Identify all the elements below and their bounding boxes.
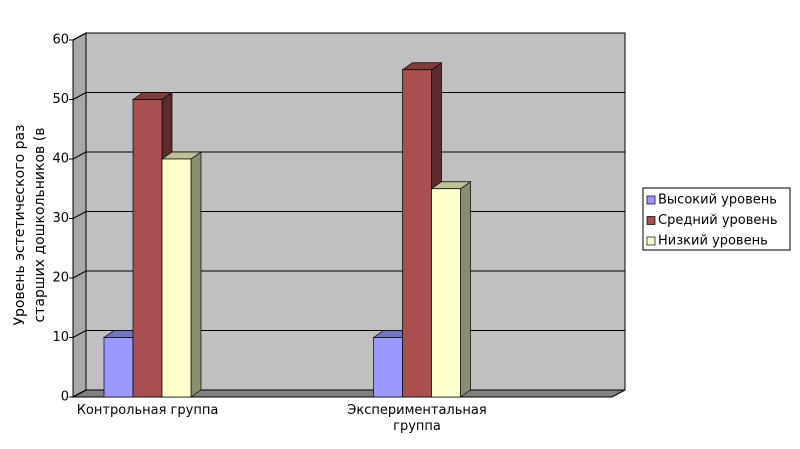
legend-box bbox=[642, 187, 791, 251]
grid-line-side bbox=[72, 92, 87, 100]
y-tick-label: 50 bbox=[52, 92, 69, 107]
y-axis-title-line1: Уровень эстетического раз bbox=[12, 125, 28, 326]
x-label-box: Контрольная группа bbox=[76, 403, 219, 418]
bar-front bbox=[373, 337, 403, 398]
grid-line-side bbox=[72, 270, 87, 279]
legend-label: Низкий уровень bbox=[658, 234, 768, 249]
bar-front bbox=[103, 337, 134, 398]
x-label-box: Экспериментальная группа bbox=[347, 403, 487, 434]
grid-line-side bbox=[72, 389, 87, 398]
grid-line-side bbox=[72, 211, 87, 219]
legend-label: Высокий уровень bbox=[658, 193, 777, 208]
y-tick-label: 10 bbox=[52, 330, 69, 345]
x-tick-label: Экспериментальная группа bbox=[347, 403, 487, 434]
bar-side bbox=[190, 151, 202, 398]
x-tick-label: Контрольная группа bbox=[76, 403, 219, 418]
legend: Высокий уровень Средний уровень Низкий уро… bbox=[642, 187, 791, 251]
y-tick-label: 60 bbox=[52, 33, 69, 48]
bar bbox=[160, 151, 203, 398]
bar-side bbox=[460, 181, 471, 398]
legend-swatch bbox=[646, 236, 656, 246]
bar-front bbox=[161, 158, 192, 398]
grid-line-side bbox=[72, 151, 87, 160]
y-tick-label: 40 bbox=[52, 152, 69, 167]
bar-front bbox=[132, 99, 163, 398]
legend-swatch bbox=[646, 216, 656, 225]
legend-label: Средний уровень bbox=[658, 213, 778, 228]
y-axis-title-line2: старших дошкольников (в bbox=[32, 128, 48, 323]
grid-line-side bbox=[72, 32, 87, 41]
bar-front bbox=[402, 69, 432, 398]
grid-line-side bbox=[72, 330, 87, 338]
y-tick-label: 30 bbox=[52, 211, 69, 226]
y-tick-label: 20 bbox=[52, 271, 69, 286]
legend-swatch bbox=[646, 195, 656, 205]
y-tick-label: 0 bbox=[61, 390, 69, 405]
bar-front bbox=[431, 188, 461, 398]
bar bbox=[430, 181, 472, 398]
